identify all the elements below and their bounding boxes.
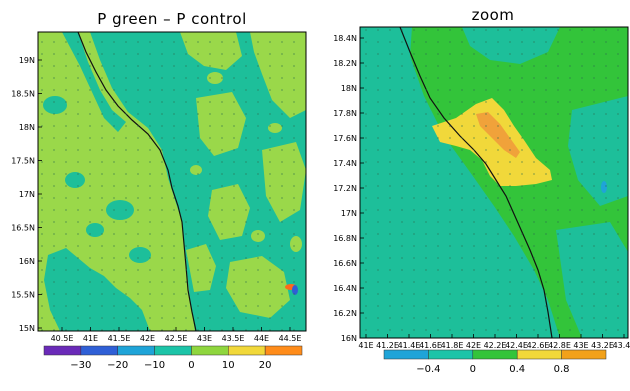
- right-ytick-label: 16N: [341, 334, 357, 343]
- left-xtick-label: 43.5E: [222, 334, 245, 343]
- left-ytick-label: 16N: [19, 257, 35, 266]
- right-map-frame: [359, 26, 629, 339]
- left-ytick-label: 18N: [19, 123, 35, 132]
- left-colorbar-swatch: [43, 345, 82, 356]
- left-map-frame: [37, 31, 307, 332]
- right-xtick-label: 42.6E: [527, 341, 550, 350]
- right-colorbar-swatch: [472, 349, 518, 360]
- left-xtick-label: 41E: [83, 334, 98, 343]
- left-colorbar: −30 −20 −10 0 10 20: [43, 345, 303, 371]
- right-xtick-label: 41E: [358, 341, 373, 350]
- right-ytick-label: 17.8N: [333, 109, 357, 118]
- left-dot-grid: [38, 32, 306, 331]
- right-xtick-label: 41.8E: [441, 341, 464, 350]
- right-xtick-label: 43E: [573, 341, 588, 350]
- right-map: [360, 27, 628, 338]
- left-ytick-label: 16.5N: [11, 224, 35, 233]
- right-ytick-label: 16.4N: [333, 284, 357, 293]
- right-xtick-label: 41.6E: [419, 341, 442, 350]
- right-colorbar-swatch: [561, 349, 607, 360]
- right-ytick-label: 16.8N: [333, 234, 357, 243]
- left-xtick-label: 44E: [254, 334, 269, 343]
- right-xtick-label: 42.8E: [548, 341, 571, 350]
- left-colorbar-label: −30: [70, 360, 91, 371]
- left-colorbar-swatch: [117, 345, 155, 356]
- left-colorbar-swatch: [191, 345, 229, 356]
- right-colorbar: −0.4 0 0.4 0.8: [383, 349, 607, 375]
- left-colorbar-swatch: [264, 345, 303, 356]
- left-colorbar-label: 10: [222, 360, 235, 371]
- left-ytick-label: 18.5N: [11, 90, 35, 99]
- left-xtick-label: 40.5E: [51, 334, 74, 343]
- right-colorbar-swatch: [383, 349, 429, 360]
- left-ytick-label: 19N: [19, 56, 35, 65]
- left-map: [38, 32, 306, 331]
- left-ytick-label: 15.5N: [11, 291, 35, 300]
- left-xtick-label: 44.5E: [279, 334, 302, 343]
- right-dot-grid: [360, 27, 628, 338]
- left-colorbar-label: −20: [107, 360, 128, 371]
- right-ytick-label: 18N: [341, 84, 357, 93]
- right-colorbar-label: −0.4: [416, 364, 440, 375]
- right-colorbar-swatch: [516, 349, 562, 360]
- left-y-axis: 19N 18.5N 18N 17.5N 17N 16.5N 16N 15.5N 15N: [11, 56, 42, 333]
- left-colorbar-swatch: [228, 345, 266, 356]
- right-ytick-label: 17N: [341, 209, 357, 218]
- right-ytick-label: 16.2N: [333, 309, 357, 318]
- left-ytick-label: 15N: [19, 324, 35, 333]
- right-ytick-label: 16.6N: [333, 259, 357, 268]
- right-ytick-label: 18.4N: [333, 34, 357, 43]
- left-xtick-label: 42E: [140, 334, 155, 343]
- right-xtick-label: 41.4E: [398, 341, 421, 350]
- right-xtick-label: 43.2E: [591, 341, 614, 350]
- right-xtick-label: 41.2E: [376, 341, 399, 350]
- left-colorbar-label: −10: [144, 360, 165, 371]
- right-y-axis: 18.4N 18.2N 18N 17.8N 17.6N 17.4N 17.2N 17N 16.8…: [333, 34, 364, 343]
- right-ytick-label: 17.2N: [333, 184, 357, 193]
- left-colorbar-swatch: [80, 345, 118, 356]
- right-xtick-label: 42E: [466, 341, 481, 350]
- right-colorbar-label: 0.4: [509, 364, 525, 375]
- left-xtick-label: 41.5E: [108, 334, 131, 343]
- left-colorbar-label: 0: [188, 360, 194, 371]
- left-panel-title: P green – P control: [97, 10, 246, 28]
- left-xtick-label: 43E: [197, 334, 212, 343]
- right-colorbar-label: 0: [470, 364, 476, 375]
- left-xtick-label: 42.5E: [165, 334, 188, 343]
- right-xtick-label: 43.4E: [613, 341, 630, 350]
- right-ytick-label: 17.6N: [333, 134, 357, 143]
- right-panel-title: zoom: [472, 6, 515, 24]
- left-ytick-label: 17.5N: [11, 157, 35, 166]
- right-xtick-label: 42.4E: [505, 341, 528, 350]
- left-ytick-label: 17N: [19, 190, 35, 199]
- left-x-axis: 40.5E 41E 41.5E 42E 42.5E 43E 43.5E 44E 44.5E: [51, 327, 302, 343]
- right-ytick-label: 18.2N: [333, 59, 357, 68]
- right-colorbar-swatch: [428, 349, 474, 360]
- left-colorbar-label: 20: [259, 360, 272, 371]
- right-colorbar-label: 0.8: [554, 364, 570, 375]
- left-colorbar-swatch: [154, 345, 192, 356]
- right-ytick-label: 17.4N: [333, 159, 357, 168]
- right-xtick-label: 42.2E: [484, 341, 507, 350]
